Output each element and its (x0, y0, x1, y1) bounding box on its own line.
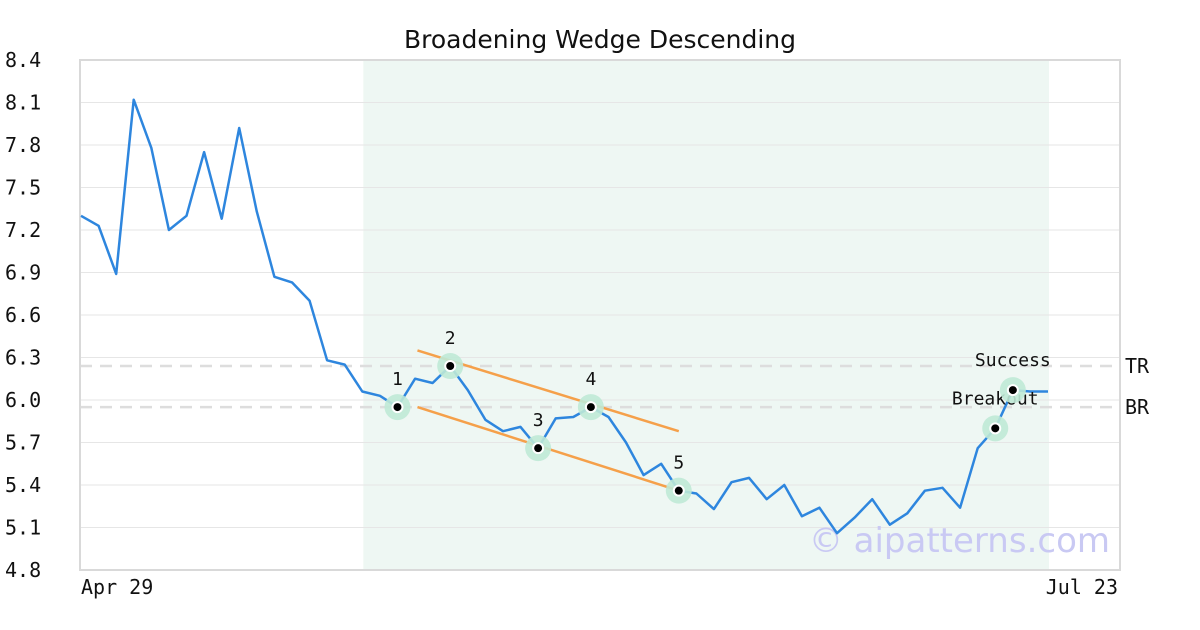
series-group (80, 98, 1048, 535)
annotation-point-breakout (989, 422, 1002, 435)
pattern-point-label: 5 (673, 453, 684, 474)
y-tick-label: 7.2 (5, 218, 41, 242)
y-tick-label: 6.9 (5, 261, 41, 285)
y-tick-label: 5.4 (5, 473, 41, 497)
y-tick-label: 5.1 (5, 516, 41, 540)
price-line (80, 98, 1048, 535)
chart-title: Broadening Wedge Descending (404, 25, 796, 54)
x-ticks-group: Apr 29 Jul 23 (81, 575, 1118, 599)
annotation-point-success (1006, 384, 1019, 397)
y-tick-label: 4.8 (5, 558, 41, 582)
y-tick-label: 5.7 (5, 431, 41, 455)
y-ticks-group: 8.4 8.1 7.8 7.5 7.2 6.9 6.6 6.3 6.0 5.7 5.4 5.1 4.8 (5, 48, 41, 582)
y-tick-label: 7.8 (5, 133, 41, 157)
y-tick-label: 8.4 (5, 48, 41, 72)
pattern-point-label: 4 (585, 369, 596, 390)
y-tick-label: 6.3 (5, 346, 41, 370)
pattern-point-label: 1 (392, 369, 403, 390)
pattern-point-label: 3 (533, 410, 544, 431)
x-tick-label: Jul 23 (1046, 575, 1118, 599)
plot-frame (79, 59, 1121, 571)
level-label-tr: TR (1125, 354, 1150, 378)
x-tick-label: Apr 29 (81, 575, 153, 599)
pattern-point-1 (391, 401, 404, 414)
y-tick-label: 6.6 (5, 303, 41, 327)
annotation-label-success: Success (975, 350, 1051, 371)
y-tick-label: 7.5 (5, 176, 41, 200)
pattern-points-group: 1 2 3 4 5 (384, 328, 692, 504)
y-tick-label: 6.0 (5, 388, 41, 412)
pattern-point-5 (672, 484, 685, 497)
watermark: © aipatterns.com (809, 521, 1110, 561)
pattern-point-3 (532, 442, 545, 455)
pattern-point-4 (584, 401, 597, 414)
level-label-br: BR (1125, 395, 1150, 419)
pattern-point-2 (444, 360, 457, 372)
y-tick-label: 8.1 (5, 91, 41, 115)
pattern-point-label: 2 (445, 328, 456, 349)
